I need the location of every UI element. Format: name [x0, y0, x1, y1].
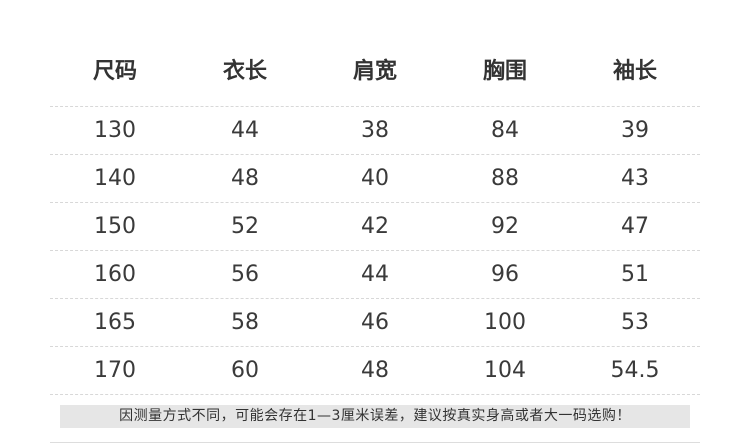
cell-length: 58 [231, 310, 259, 335]
cell-length: 52 [231, 214, 259, 239]
cell-size: 150 [94, 214, 136, 239]
cell-shoulder: 38 [361, 118, 389, 143]
cell-chest: 84 [491, 118, 519, 143]
cell-chest: 100 [484, 310, 526, 335]
cell-sleeve: 47 [621, 214, 649, 239]
cell-shoulder: 42 [361, 214, 389, 239]
cell-sleeve: 54.5 [610, 358, 660, 383]
cell-size: 165 [94, 310, 136, 335]
table-row: 130 44 38 84 39 [50, 106, 700, 155]
cell-length: 48 [231, 166, 259, 191]
cell-sleeve: 53 [621, 310, 649, 335]
header-length: 衣长 [222, 59, 267, 84]
cell-sleeve: 39 [621, 118, 649, 143]
cell-size: 130 [94, 118, 136, 143]
cell-size: 160 [94, 262, 136, 287]
cell-chest: 104 [484, 358, 526, 383]
table-row: 165 58 46 100 53 [50, 298, 700, 347]
measurement-note: 因测量方式不同，可能会存在1—3厘米误差，建议按真实身高或者大一码选购！ [60, 405, 690, 428]
cell-length: 44 [231, 118, 259, 143]
cell-chest: 92 [491, 214, 519, 239]
cell-length: 60 [231, 358, 259, 383]
cell-shoulder: 44 [361, 262, 389, 287]
cell-chest: 88 [491, 166, 519, 191]
cell-shoulder: 40 [361, 166, 389, 191]
header-chest: 胸围 [482, 59, 527, 84]
divider [50, 394, 700, 395]
cell-size: 140 [94, 166, 136, 191]
cell-shoulder: 46 [361, 310, 389, 335]
table-row: 150 52 42 92 47 [50, 202, 700, 251]
cell-size: 170 [94, 358, 136, 383]
table-row: 140 48 40 88 43 [50, 154, 700, 203]
table-row: 160 56 44 96 51 [50, 250, 700, 299]
table-header: 尺码 衣长 肩宽 胸围 袖长 [50, 52, 700, 92]
header-sleeve: 袖长 [612, 59, 657, 84]
cell-chest: 96 [491, 262, 519, 287]
cell-shoulder: 48 [361, 358, 389, 383]
header-size: 尺码 [92, 59, 137, 84]
cell-length: 56 [231, 262, 259, 287]
table-row: 170 60 48 104 54.5 [50, 346, 700, 395]
bottom-divider [50, 442, 700, 443]
header-shoulder: 肩宽 [352, 59, 397, 84]
cell-sleeve: 51 [621, 262, 649, 287]
cell-sleeve: 43 [621, 166, 649, 191]
